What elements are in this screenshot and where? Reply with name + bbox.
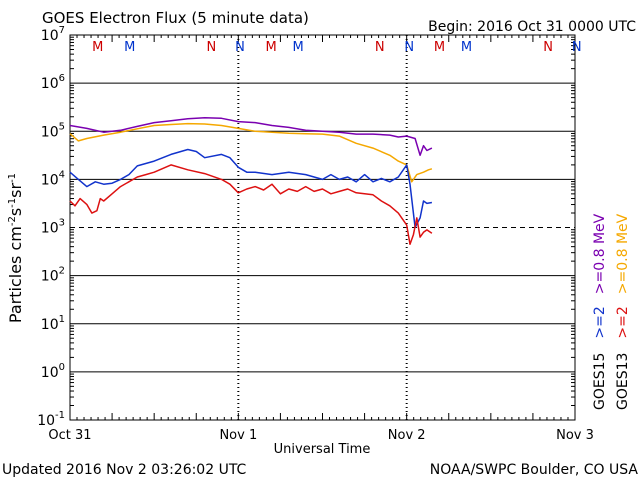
series-line-3 <box>69 164 433 246</box>
series-line-2 <box>69 148 433 229</box>
mn-marker-label: N <box>543 40 553 55</box>
legend-goes13: GOES13 >=2 >=0.8 MeV <box>615 213 631 410</box>
legend-goes15-lo: >=2 <box>592 306 608 338</box>
x-tick-label: Nov 1 <box>219 428 257 443</box>
mn-marker-label: N <box>207 40 217 55</box>
legend-goes15: GOES15 >=2 >=0.8 MeV <box>592 213 608 410</box>
y-tick-label: 103 <box>41 218 65 237</box>
begin-label: Begin: 2016 Oct 31 0000 UTC <box>428 19 636 35</box>
y-axis-label-exp1: -2 <box>7 216 18 226</box>
mn-marker-label: M <box>461 40 472 55</box>
y-tick-label: 107 <box>41 25 65 44</box>
y-tick-labels: 107 106 105 104 103 102 101 100 10-1 <box>37 25 65 429</box>
chart-title: GOES Electron Flux (5 minute data) <box>42 9 309 27</box>
mn-marker-label: M <box>434 40 445 55</box>
y-axis-label-s: s <box>6 208 25 216</box>
y-tick-label: 10-1 <box>37 410 65 429</box>
mn-marker-label: N <box>572 40 582 55</box>
y-tick-label: 101 <box>41 314 65 333</box>
legend-goes15-hi: >=0.8 MeV <box>592 213 608 294</box>
legend-goes13-lo: >=2 <box>615 306 631 338</box>
y-tick-label: 102 <box>41 266 65 285</box>
updated-timestamp: Updated 2016 Nov 2 03:26:02 UTC <box>2 462 247 478</box>
y-axis-label-sr: sr <box>6 183 25 198</box>
x-tick-label: Nov 2 <box>388 428 426 443</box>
x-tick-label: Oct 31 <box>48 428 91 443</box>
mn-marker-label: M <box>266 40 277 55</box>
y-tick-label: 100 <box>41 362 65 381</box>
plot-area <box>69 34 576 421</box>
y-axis-label-base: Particles cm <box>6 226 25 323</box>
y-axis-label-exp3: -1 <box>7 173 18 183</box>
mn-marker-label: M <box>124 40 135 55</box>
y-axis-label: Particles cm-2s-1sr-1 <box>6 173 25 323</box>
y-axis-label-exp2: -1 <box>7 198 18 208</box>
mn-marker-label: M <box>92 40 103 55</box>
y-tick-label: 104 <box>41 169 65 188</box>
legend-goes13-sat: GOES13 <box>615 353 631 410</box>
series-line-1 <box>69 122 433 183</box>
legend-goes13-hi: >=0.8 MeV <box>615 213 631 294</box>
legend-goes15-sat: GOES15 <box>592 353 608 410</box>
y-tick-label: 106 <box>41 73 65 92</box>
source-label: NOAA/SWPC Boulder, CO USA <box>430 462 639 478</box>
x-tick-labels: Oct 31 Nov 1 Nov 2 Nov 3 <box>48 428 593 443</box>
series-lines <box>69 117 433 246</box>
x-axis-label: Universal Time <box>274 442 371 457</box>
mn-marker-label: N <box>235 40 245 55</box>
series-line-0 <box>69 117 433 157</box>
mn-marker-label: N <box>375 40 385 55</box>
mn-marker-label: M <box>292 40 303 55</box>
x-tick-label: Nov 3 <box>556 428 594 443</box>
mn-marker-label: N <box>404 40 414 55</box>
y-tick-label: 105 <box>41 121 65 140</box>
